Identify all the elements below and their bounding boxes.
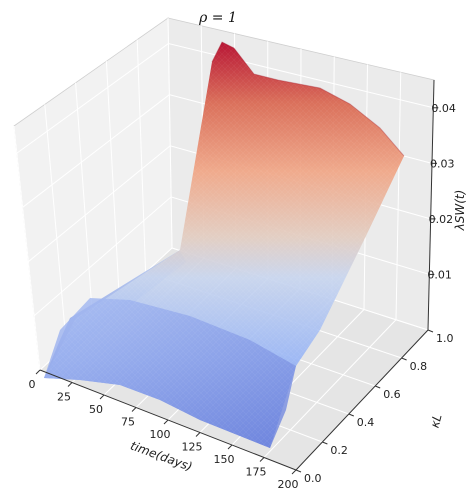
y-tick-mark <box>322 441 328 445</box>
z-tick-label: 0.02 <box>429 213 454 226</box>
y-tick-mark <box>295 469 302 473</box>
y-tick-label: 0.0 <box>304 472 322 485</box>
x-tick-mark <box>163 419 169 425</box>
surface-mesh <box>44 42 404 448</box>
y-tick-label: 1.0 <box>436 332 454 345</box>
x-tick-label: 125 <box>182 441 203 454</box>
x-tick-label: 0 <box>29 378 36 391</box>
grid-line-y-back <box>167 17 173 249</box>
grid-line-y-back <box>44 104 67 346</box>
grid-line-x <box>263 319 397 458</box>
z-axis-label: λSW(t) <box>453 190 467 232</box>
y-tick-label: 0.8 <box>410 360 428 373</box>
y-axis-line <box>295 329 429 471</box>
y-ticks: 0.0 0.2 0.4 0.6 0.8 1.0 <box>295 329 454 485</box>
x-tick-label: 175 <box>246 466 267 479</box>
x-ticks: 0 25 50 75 100 125 150 175 200 <box>29 369 299 491</box>
y-tick-label: 0.4 <box>357 416 375 429</box>
grid-line-x-back <box>395 72 402 320</box>
z-tick-label: 0.04 <box>431 102 456 115</box>
x-tick-label: 150 <box>214 453 235 466</box>
x-tick-label: 50 <box>89 403 103 416</box>
grid-line-z <box>16 43 434 154</box>
x-tick-label: 100 <box>150 428 171 441</box>
surface-plot <box>44 41 405 448</box>
z-axis-line <box>427 79 435 331</box>
y-tick-mark <box>348 413 354 417</box>
surface-ridge <box>211 41 405 157</box>
grid-line-y-back <box>136 39 147 273</box>
x-tick-mark <box>35 369 41 375</box>
chart-title: ρ = 1 <box>198 10 237 26</box>
x-tick-mark <box>291 469 297 475</box>
z-tick-label: 0.01 <box>427 268 452 281</box>
grid-line-y-back <box>105 61 120 297</box>
grid-line-y-back <box>13 125 41 371</box>
x-tick-mark <box>259 457 265 462</box>
x-tick-label: 200 <box>278 478 299 491</box>
x-tick-label: 75 <box>121 416 135 429</box>
x-tick-mark <box>131 407 137 412</box>
z-tick-label: 0.03 <box>430 157 455 170</box>
y-tick-mark <box>401 357 407 361</box>
y-tick-label: 0.2 <box>330 444 348 457</box>
y-tick-mark <box>427 329 434 333</box>
y-axis-label: κL <box>428 413 445 430</box>
x-tick-mark <box>195 432 201 437</box>
grid-line-y-back <box>75 82 94 322</box>
y-tick-label: 0.6 <box>383 388 401 401</box>
x-tick-label: 25 <box>57 391 71 404</box>
z-ticks: 0.01 0.02 0.03 0.04 <box>427 102 456 282</box>
x-tick-mark <box>227 444 233 450</box>
y-tick-mark <box>375 385 381 389</box>
x-tick-mark <box>99 394 105 400</box>
x-tick-mark <box>67 382 73 387</box>
